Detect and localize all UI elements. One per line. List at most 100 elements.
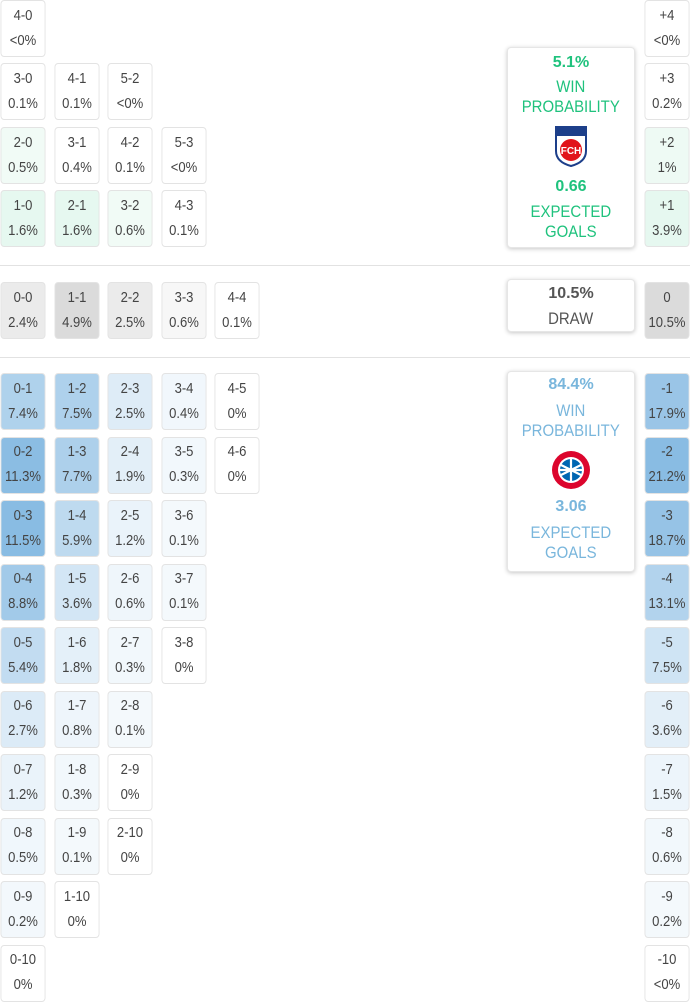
score-cell: 5-3 <0% xyxy=(161,127,207,184)
score-label: +4 xyxy=(659,7,675,24)
probability-value: 1% xyxy=(657,159,677,176)
score-cell: 4-0 <0% xyxy=(0,0,46,57)
away-expected-goals: 3.06 xyxy=(555,498,587,515)
probability-value: 3.9% xyxy=(652,222,682,239)
score-cell: 2-8 0.1% xyxy=(107,690,153,748)
score-label: 1-2 xyxy=(67,380,87,397)
probability-value: 0% xyxy=(67,913,87,930)
score-label: +3 xyxy=(659,70,675,87)
score-cell: 3-8 0% xyxy=(161,627,207,684)
probability-value: 17.9% xyxy=(648,405,686,422)
score-label: 4-2 xyxy=(120,134,140,151)
margin-cell: -9 0.2% xyxy=(644,881,690,938)
score-label: 2-6 xyxy=(120,571,140,587)
away-team-card: 84.4% WIN PROBABILITY 3.06 EXPECTED GOAL… xyxy=(507,371,635,572)
score-label: 1-5 xyxy=(67,571,87,587)
probability-value: 0.1% xyxy=(222,314,252,331)
score-cell: 4-6 0% xyxy=(214,436,260,494)
away-team-logo xyxy=(551,450,591,495)
away-win-percentage: 84.4% xyxy=(548,376,594,393)
probability-value: 0% xyxy=(174,659,194,676)
score-label: 2-8 xyxy=(120,698,140,714)
score-cell: 1-4 5.9% xyxy=(54,500,100,557)
score-label: 0-5 xyxy=(13,634,33,651)
probability-value: 0.5% xyxy=(8,850,38,866)
score-label: 2-1 xyxy=(67,197,87,214)
score-cell: 0-8 0.5% xyxy=(0,817,46,875)
score-cell: 1-0 1.6% xyxy=(0,190,46,247)
section-divider xyxy=(0,357,690,358)
probability-value: 1.8% xyxy=(62,659,92,676)
probability-value: 0.2% xyxy=(8,913,38,930)
score-label: 1-1 xyxy=(67,289,87,306)
probability-value: 3.6% xyxy=(652,723,682,739)
score-label: 0-1 xyxy=(13,380,33,397)
home-team-card: 5.1% WIN PROBABILITY FCH 0.66 EXPECTED G… xyxy=(507,47,635,248)
score-cell: 1-3 7.7% xyxy=(54,436,100,494)
score-label: 1-6 xyxy=(67,634,87,651)
probability-value: 0.3% xyxy=(62,786,92,803)
probability-value: <0% xyxy=(170,159,198,176)
margin-cell: 0 10.5% xyxy=(644,282,690,339)
score-cell: 2-5 1.2% xyxy=(107,500,153,557)
probability-value: <0% xyxy=(653,977,681,993)
score-label: 2-4 xyxy=(120,444,140,460)
margin-cell: +4 <0% xyxy=(644,0,690,57)
score-cell: 3-6 0.1% xyxy=(161,500,207,557)
probability-value: 18.7% xyxy=(648,532,686,549)
score-cell: 1-6 1.8% xyxy=(54,627,100,684)
probability-value: 11.3% xyxy=(4,469,42,485)
probability-value: 4.9% xyxy=(62,314,92,331)
margin-cell: +3 0.2% xyxy=(644,63,690,120)
score-label: 0-3 xyxy=(13,507,33,524)
score-cell: 2-9 0% xyxy=(107,754,153,811)
score-label: 0-7 xyxy=(13,761,33,778)
score-label: 0-0 xyxy=(13,289,33,306)
score-cell: 3-3 0.6% xyxy=(161,282,207,339)
probability-value: 5.4% xyxy=(8,659,38,676)
margin-cell: +1 3.9% xyxy=(644,190,690,247)
margin-cell: -3 18.7% xyxy=(644,500,690,557)
probability-value: 3.6% xyxy=(62,596,92,612)
probability-value: 2.4% xyxy=(8,314,38,331)
probability-value: 11.5% xyxy=(4,532,42,549)
home-expected-goals: 0.66 xyxy=(555,178,587,195)
score-label: 3-1 xyxy=(67,134,87,151)
probability-value: 0.6% xyxy=(115,222,145,239)
margin-cell: -4 13.1% xyxy=(644,563,690,621)
fch-crest-icon: FCH xyxy=(555,126,587,168)
margin-cell: -8 0.6% xyxy=(644,817,690,875)
probability-value: 7.4% xyxy=(8,405,38,422)
probability-value: 0.5% xyxy=(8,159,38,176)
draw-card: 10.5% DRAW xyxy=(507,279,635,332)
score-label: 2-5 xyxy=(120,507,140,524)
probability-value: <0% xyxy=(653,32,681,49)
home-xg-label: EXPECTED GOALS xyxy=(530,202,612,241)
probability-value: 0.4% xyxy=(62,159,92,176)
score-label: 1-8 xyxy=(67,761,87,778)
margin-cell: -5 7.5% xyxy=(644,627,690,684)
away-xg-label: EXPECTED GOALS xyxy=(530,523,612,562)
probability-value: 0.2% xyxy=(652,95,682,112)
score-cell: 1-9 0.1% xyxy=(54,817,100,875)
margin-cell: -6 3.6% xyxy=(644,690,690,748)
score-label: 4-1 xyxy=(67,70,87,87)
probability-value: 0.3% xyxy=(169,469,199,485)
probability-value: 1.9% xyxy=(115,469,145,485)
probability-value: 1.2% xyxy=(8,786,38,803)
score-cell: 4-1 0.1% xyxy=(54,63,100,120)
score-cell: 1-2 7.5% xyxy=(54,373,100,430)
draw-label: DRAW xyxy=(548,309,594,328)
section-divider xyxy=(0,265,690,266)
score-label: +1 xyxy=(659,197,675,214)
probability-value: 0.6% xyxy=(115,596,145,612)
score-label: 0 xyxy=(663,289,671,306)
score-cell: 4-2 0.1% xyxy=(107,127,153,184)
score-cell: 2-6 0.6% xyxy=(107,563,153,621)
score-cell: 0-6 2.7% xyxy=(0,690,46,748)
score-label: -6 xyxy=(661,698,673,714)
score-cell: 1-8 0.3% xyxy=(54,754,100,811)
score-label: 2-2 xyxy=(120,289,140,306)
margin-cell: +2 1% xyxy=(644,127,690,184)
score-label: 0-9 xyxy=(13,888,33,905)
